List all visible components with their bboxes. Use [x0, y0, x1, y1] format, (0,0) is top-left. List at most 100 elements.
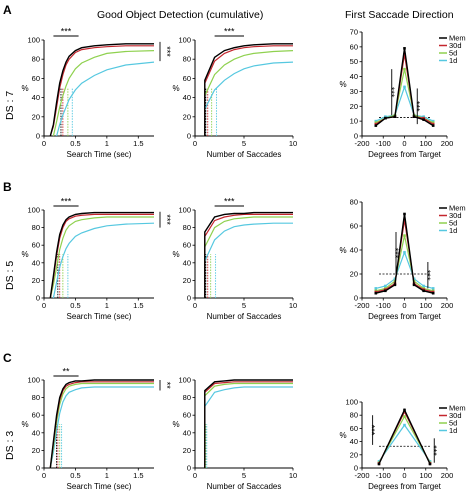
c-saccades-x-axis-label: Number of Saccades — [207, 482, 282, 491]
c-direction-point-mem — [428, 462, 432, 466]
a-direction-x-tick-label: 0 — [402, 139, 406, 148]
b-direction-x-tick-label: 100 — [419, 301, 432, 310]
c-direction-legend-label-30d: 30d — [449, 411, 462, 420]
b-saccades-x-tick-label: 0 — [193, 301, 197, 310]
b-direction-series-5d — [375, 235, 434, 292]
c-saccades-y-tick-label: 40 — [183, 428, 191, 437]
c-saccades-y-tick-label: 0 — [187, 464, 191, 473]
b-direction-point-30d — [403, 218, 406, 222]
b-direction-sig-label-vertical: *** — [422, 270, 432, 281]
a-direction-point-1d — [431, 119, 435, 123]
a-search-time-y-tick-label: 80 — [32, 55, 40, 64]
b-direction-point-1d — [374, 287, 378, 290]
c-direction-y-axis-label: % — [339, 431, 346, 440]
c-direction-series-30d — [378, 410, 431, 464]
c-direction-y-tick-label: 40 — [350, 437, 358, 446]
b-direction-legend-label-mem: Mem — [449, 204, 466, 213]
b-search-time-y-tick-label: 80 — [32, 223, 40, 232]
b-saccades-x-tick-label: 10 — [289, 301, 297, 310]
c-search-time-sig-label: ** — [62, 367, 70, 377]
a-saccades-y-tick-label: 60 — [183, 74, 191, 83]
c-direction-y-tick-label: 80 — [350, 411, 358, 420]
c-direction-point-1d — [428, 460, 432, 463]
c-direction-series-1d — [378, 424, 431, 462]
b-direction-point-1d — [431, 287, 435, 290]
b-direction-y-tick-label: 20 — [350, 270, 358, 279]
a-search-time-y-axis-label: % — [21, 84, 28, 93]
b-direction-legend-label-30d: 30d — [449, 211, 462, 220]
b-direction-series-30d — [375, 219, 434, 293]
b-direction-point-mem — [412, 283, 416, 287]
b-direction-y-tick-label: 40 — [350, 246, 358, 255]
b-direction-point-mem — [403, 212, 406, 216]
a-direction-x-tick-label: 100 — [419, 139, 432, 148]
b-direction-y-tick-label: 60 — [350, 222, 358, 231]
a-search-time-x-tick-label: 0.5 — [70, 139, 80, 148]
b-search-time-y-tick-label: 60 — [32, 241, 40, 250]
a-direction-point-mem — [374, 124, 378, 127]
b-saccades-y-tick-label: 20 — [183, 276, 191, 285]
c-search-time-series-mem — [49, 379, 154, 469]
b-search-time-y-tick-label: 40 — [32, 258, 40, 267]
c-direction-legend-label-1d: 1d — [449, 426, 457, 435]
c-direction-legend-label-mem: Mem — [449, 404, 466, 413]
c-direction-x-axis-label: Degrees from Target — [368, 482, 442, 491]
b-saccades-y-tick-label: 0 — [187, 294, 191, 303]
a-direction-legend-label-30d: 30d — [449, 41, 462, 50]
a-direction-point-30d — [422, 116, 425, 120]
a-direction-y-tick-label: 70 — [350, 28, 358, 37]
c-saccades-x-tick-label: 10 — [289, 471, 297, 480]
b-saccades-y-axis-label: % — [172, 250, 179, 259]
b-search-time-y-tick-label: 20 — [32, 276, 40, 285]
b-direction-sig-label-vertical: *** — [390, 248, 400, 259]
panel-label-a: A — [3, 3, 12, 17]
a-direction-y-tick-label: 50 — [350, 57, 358, 66]
a-saccades-y-tick-label: 0 — [187, 132, 191, 141]
b-saccades-y-tick-label: 100 — [178, 206, 191, 215]
a-direction-y-tick-label: 20 — [350, 102, 358, 111]
c-saccades-series-mem — [204, 379, 293, 468]
b-search-time-x-tick-label: 0.5 — [70, 301, 80, 310]
c-saccades-x-tick-label: 0 — [193, 471, 197, 480]
b-search-time-x-axis-label: Search Time (sec) — [67, 312, 132, 321]
b-saccades-series-1d — [204, 222, 293, 298]
c-search-time-sig-label-right: ** — [162, 382, 172, 390]
a-direction-point-mem — [422, 118, 425, 121]
b-search-time-x-tick-label: 0 — [42, 301, 46, 310]
c-direction-legend-label-5d: 5d — [449, 419, 457, 428]
a-saccades-sig-label: *** — [224, 27, 235, 37]
b-saccades-series-5d — [204, 216, 293, 298]
a-search-time-y-tick-label: 0 — [36, 132, 40, 141]
a-direction-point-5d — [403, 67, 406, 71]
c-direction-x-tick-label: 0 — [402, 471, 406, 480]
c-search-time-x-tick-label: 1.5 — [133, 471, 143, 480]
c-direction-y-tick-label: 0 — [354, 464, 358, 473]
a-search-time-series-30d — [49, 45, 154, 137]
a-direction-point-5d — [374, 121, 378, 124]
a-direction-legend-label-5d: 5d — [449, 49, 457, 58]
c-direction-y-tick-label: 60 — [350, 424, 358, 433]
a-direction-point-5d — [431, 121, 435, 124]
b-direction-point-mem — [431, 291, 435, 295]
c-direction-point-5d — [403, 415, 406, 418]
a-search-time-sig-label: *** — [61, 27, 72, 37]
a-direction-y-tick-label: 10 — [350, 117, 358, 126]
a-search-time-x-axis-label: Search Time (sec) — [67, 150, 132, 159]
b-search-time-x-tick-label: 1 — [105, 301, 109, 310]
a-direction-point-mem — [393, 115, 397, 118]
a-saccades-y-tick-label: 40 — [183, 93, 191, 102]
a-search-time-y-tick-label: 20 — [32, 112, 40, 121]
c-saccades-x-tick-label: 5 — [242, 471, 246, 480]
b-direction-point-1d — [403, 251, 406, 254]
b-search-time-x-tick-label: 1.5 — [133, 301, 143, 310]
c-search-time-y-tick-label: 100 — [27, 376, 40, 385]
a-search-time-x-tick-label: 1 — [105, 139, 109, 148]
a-direction-x-axis-label: Degrees from Target — [368, 150, 442, 159]
c-search-time-series-30d — [49, 381, 154, 469]
a-saccades-y-tick-label: 20 — [183, 112, 191, 121]
c-search-time-y-tick-label: 20 — [32, 446, 40, 455]
c-saccades-y-axis-label: % — [172, 420, 179, 429]
a-direction-y-tick-label: 60 — [350, 42, 358, 51]
a-direction-y-axis-label: % — [339, 80, 346, 89]
c-search-time-y-tick-label: 0 — [36, 464, 40, 473]
